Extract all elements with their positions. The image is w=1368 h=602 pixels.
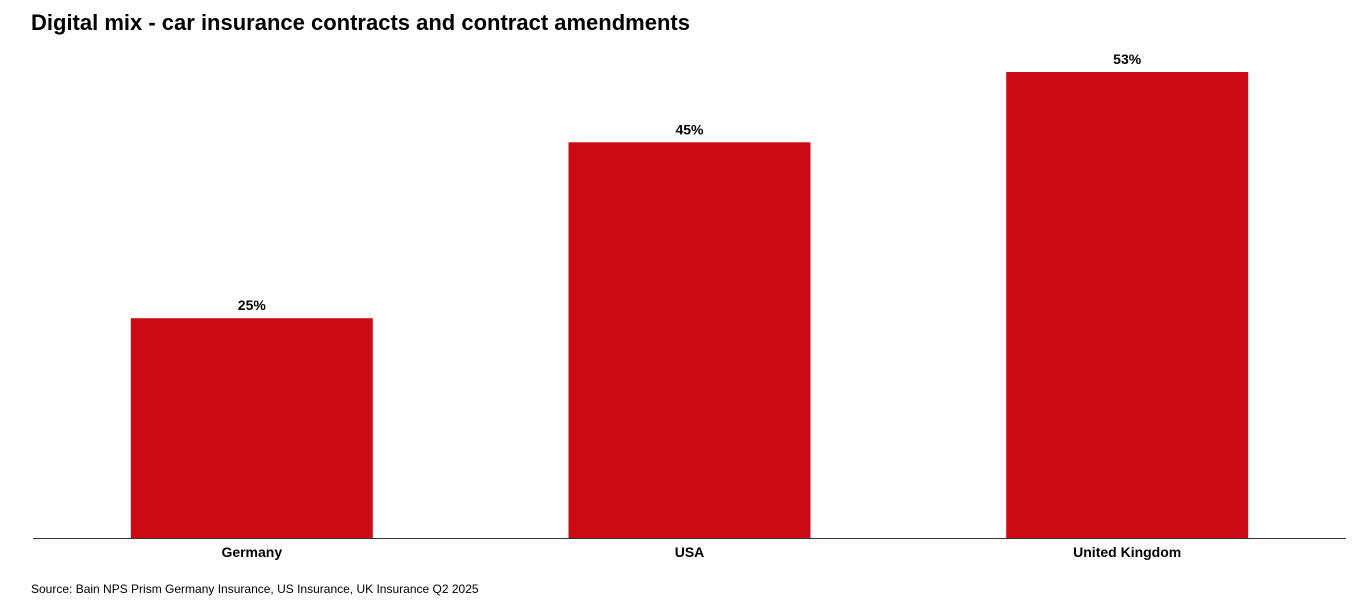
x-tick-label: Germany [221, 544, 282, 560]
x-tick-label: United Kingdom [1073, 544, 1181, 560]
bar-united-kingdom [1006, 72, 1249, 538]
chart-title: Digital mix - car insurance contracts an… [31, 10, 690, 35]
x-tick-label: USA [675, 544, 705, 560]
data-label: 45% [675, 121, 704, 137]
bar-germany [130, 318, 373, 538]
data-label: 25% [238, 297, 267, 313]
bar-usa [568, 142, 811, 539]
data-label: 53% [1113, 51, 1142, 67]
source-note: Source: Bain NPS Prism Germany Insurance… [31, 582, 479, 596]
